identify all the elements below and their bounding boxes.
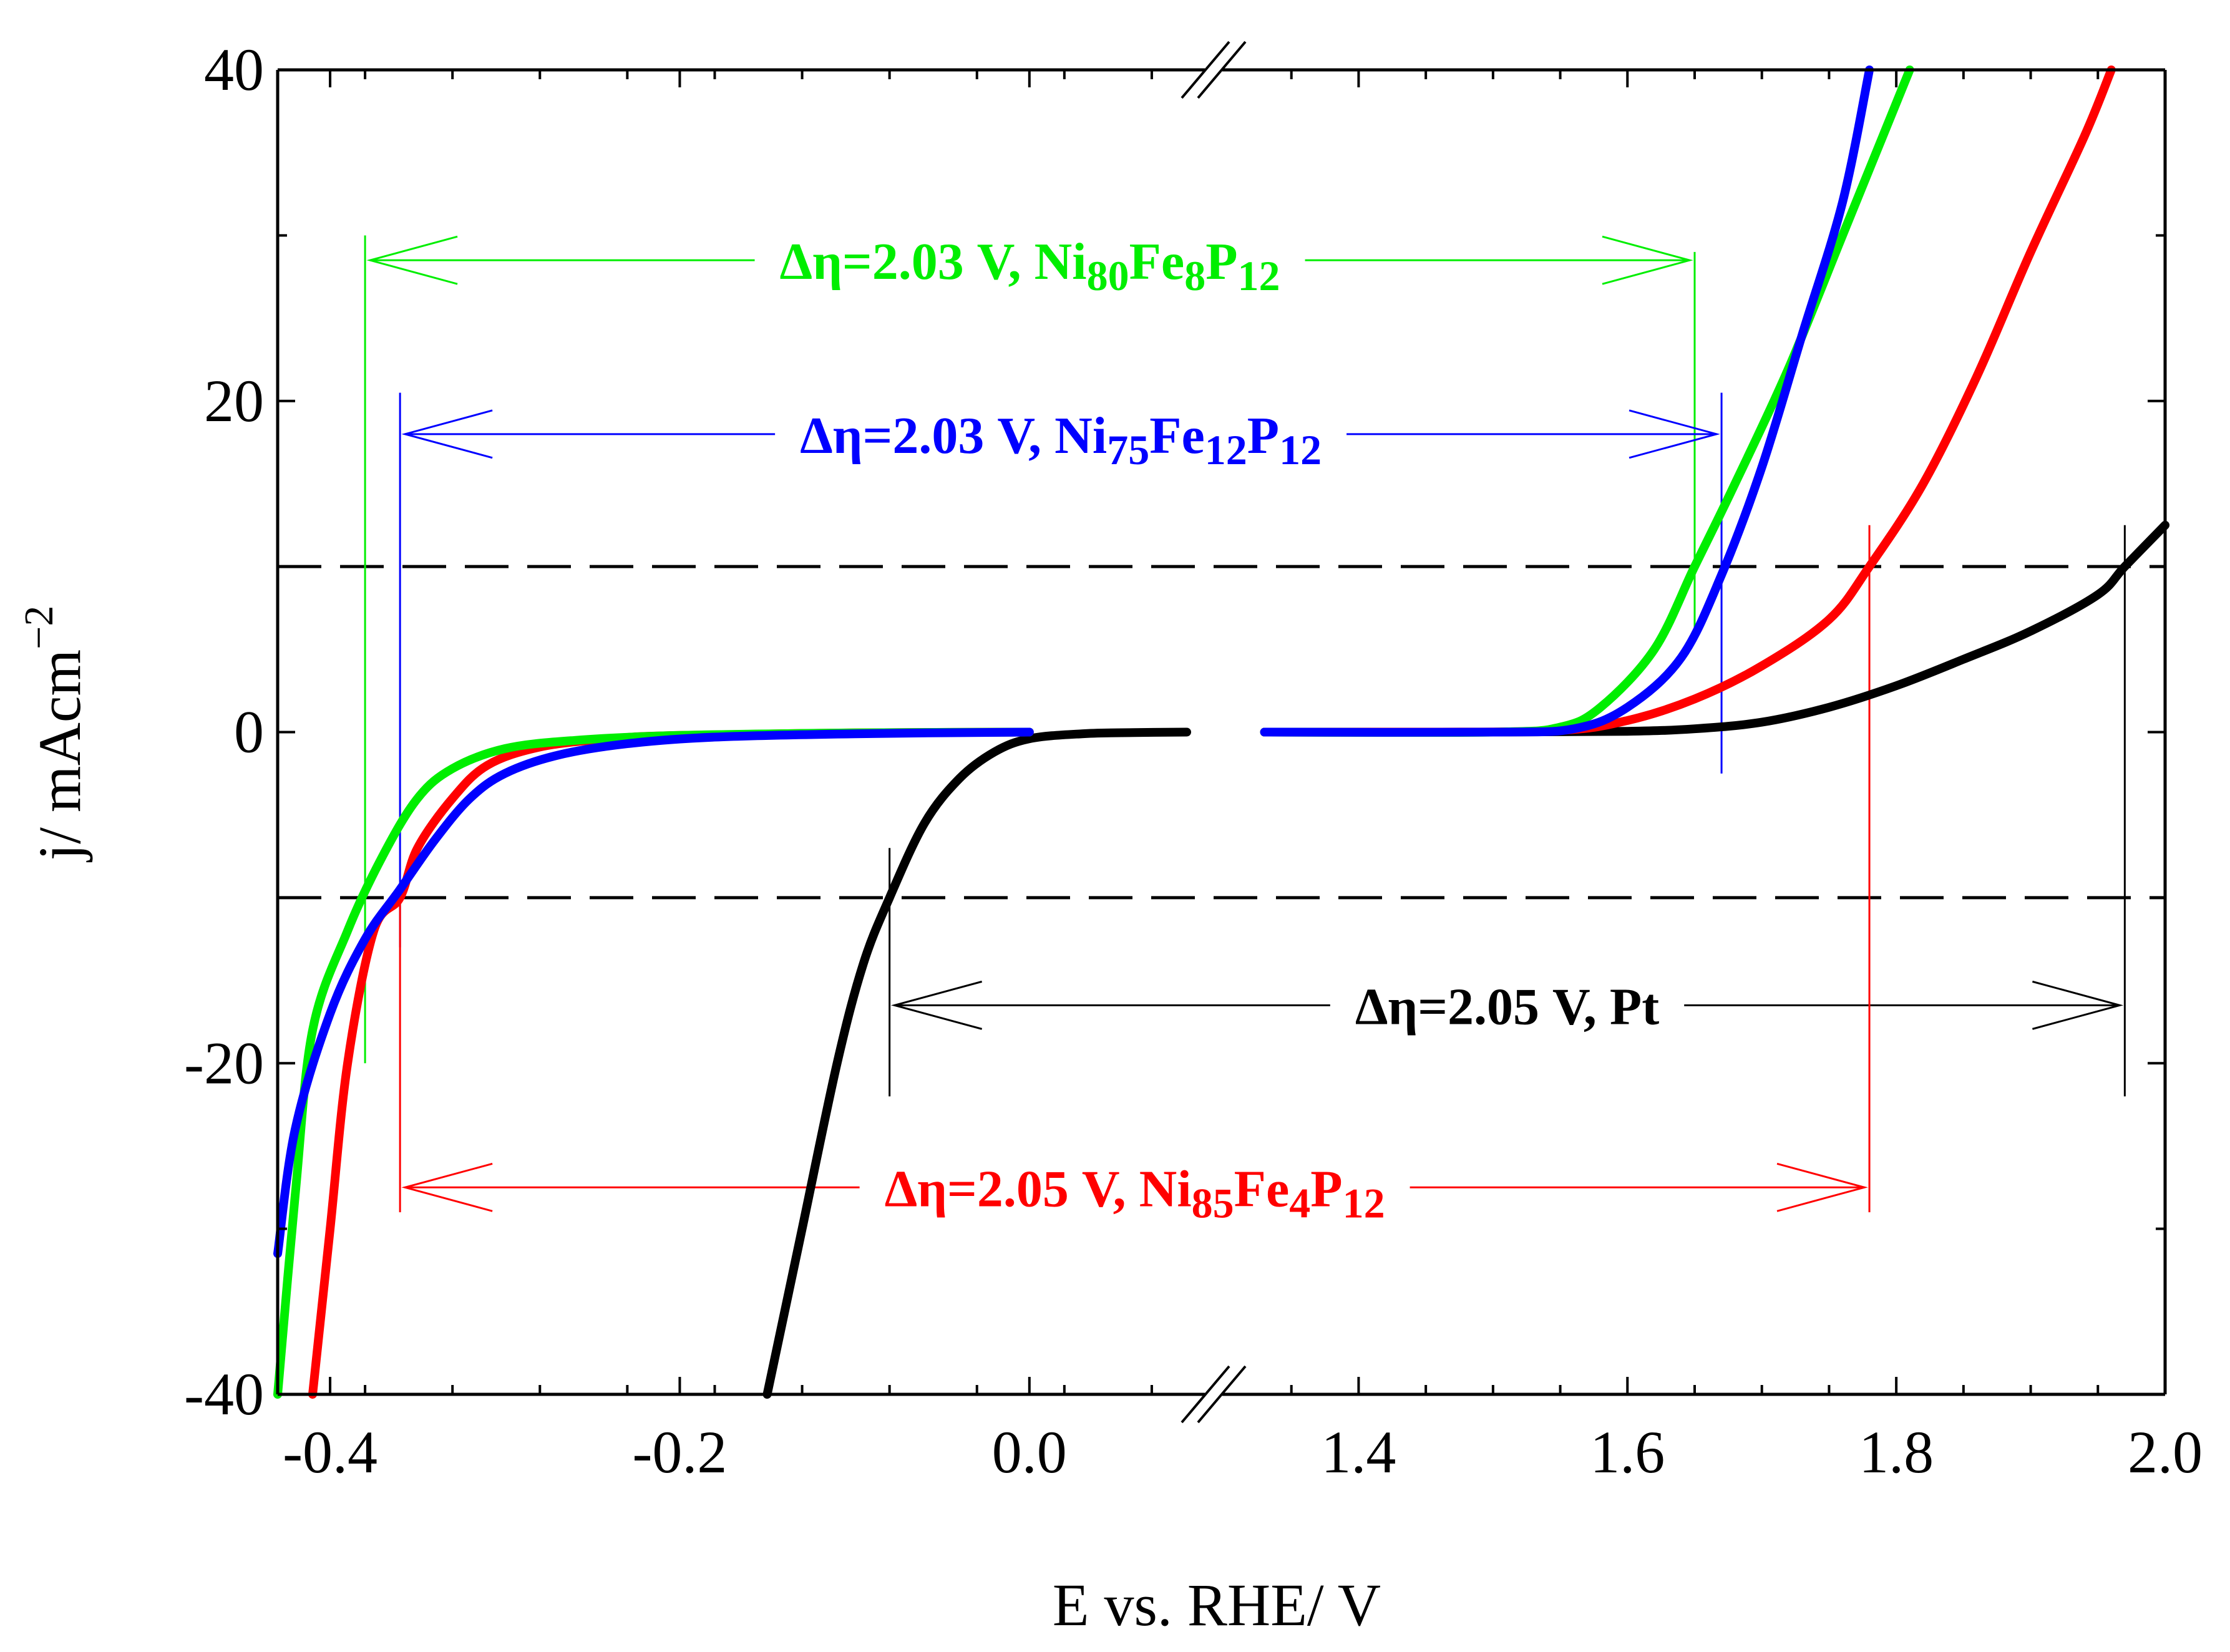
annotation-ni85fe4p12-label: Δη=2.05 V, Ni85Fe4P12 bbox=[885, 1160, 1385, 1227]
annotation-ni80fe8p12-label-part-1: 80 bbox=[1087, 252, 1129, 299]
annotation-ni80fe8p12-arrow-right-head bbox=[1602, 235, 1693, 285]
y-tick-label--40: -40 bbox=[184, 1361, 264, 1427]
series-ni85fe4p12-oer-curve bbox=[1260, 66, 2116, 737]
annotation-pt-arrow-right-head bbox=[2032, 980, 2124, 1030]
series-pt-oer-curve bbox=[1260, 520, 2169, 737]
annotation-ni75fe12p12-label-part-1: 75 bbox=[1107, 426, 1149, 474]
y-axis-title: j/ mAcm−2 bbox=[16, 606, 93, 863]
series-ni75fe12p12-her-curve bbox=[273, 727, 1034, 1258]
y-tick-label-0: 0 bbox=[234, 699, 264, 765]
annotation-ni80fe8p12-label-main: Δη=2.03 V, Ni bbox=[780, 233, 1087, 291]
y-tick-label-40: 40 bbox=[204, 36, 264, 103]
top-axis-break-mark-1 bbox=[1181, 41, 1230, 99]
annotation-ni75fe12p12-label-part-3: 12 bbox=[1205, 426, 1247, 474]
annotation-ni80fe8p12-label-part-4: P bbox=[1205, 233, 1237, 291]
label-layer: -40 -20 0 20 40 -0.4 -0.2 0.0 1.4 1.6 1.8 2.0 bbox=[184, 36, 2203, 1485]
annotation-ni75fe12p12-label-main: Δη=2.03 V, Ni bbox=[800, 407, 1107, 465]
annotation-ni85fe4p12-label-main: Δη=2.05 V, Ni bbox=[885, 1160, 1192, 1218]
annotation-ni85fe4p12-label-part-1: 85 bbox=[1192, 1179, 1234, 1227]
y-axis-title-text: j/ mAcm bbox=[26, 649, 93, 863]
top-axis-break-mark-2 bbox=[1197, 41, 1247, 99]
annotation-ni85fe4p12-arrow-left-head bbox=[401, 1162, 493, 1212]
x-tick-label-0: 0.0 bbox=[992, 1419, 1067, 1485]
annotation-ni75fe12p12-arrow-left-head bbox=[401, 409, 493, 459]
annotation-ni75fe12p12-label: Δη=2.03 V, Ni75Fe12P12 bbox=[800, 407, 1322, 474]
annotation-ni80fe8p12-label-part-3: 8 bbox=[1184, 252, 1205, 299]
annotation-ni80fe8p12-label: Δη=2.03 V, Ni80Fe8P12 bbox=[780, 233, 1280, 299]
x-tick-label-1-6: 1.6 bbox=[1590, 1419, 1665, 1485]
annotation-ni75fe12p12-label-part-4: P bbox=[1247, 407, 1279, 465]
annotation-ni85fe4p12-label-part-2: Fe bbox=[1234, 1160, 1290, 1218]
x-tick-label-1-4: 1.4 bbox=[1321, 1419, 1396, 1485]
y-tick-label--20: -20 bbox=[184, 1029, 264, 1096]
axes-layer bbox=[276, 41, 2167, 1424]
annotation-pt-label-main: Δη=2.05 V, Pt bbox=[1355, 978, 1659, 1036]
annotation-ni80fe8p12-label-part-2: Fe bbox=[1129, 233, 1185, 291]
annotation-ni75fe12p12-label-part-5: 12 bbox=[1279, 426, 1322, 474]
annotation-ni85fe4p12-label-part-5: 12 bbox=[1343, 1179, 1385, 1227]
series-pt-her-curve bbox=[762, 727, 1191, 1399]
annotation-pt-label: Δη=2.05 V, Pt bbox=[1355, 978, 1659, 1036]
annotation-pt-arrow-left-head bbox=[890, 980, 983, 1030]
series-ni75fe12p12-oer-curve bbox=[1260, 66, 1874, 737]
x-tick-label-2: 2.0 bbox=[2128, 1419, 2203, 1485]
x-tick-label-1-8: 1.8 bbox=[1859, 1419, 1934, 1485]
annotation-ni75fe12p12-arrow-right-head bbox=[1629, 409, 1720, 459]
annotation-ni80fe8p12-label-part-5: 12 bbox=[1238, 252, 1280, 299]
reference-lines bbox=[278, 565, 2165, 900]
annotation-ni85fe4p12-arrow-right-head bbox=[1776, 1162, 1868, 1212]
x-axis-title: E vs. RHE/ V bbox=[1053, 1572, 1381, 1638]
annotation-ni75fe12p12-label-part-2: Fe bbox=[1149, 407, 1205, 465]
annotation-ni85fe4p12-label-part-4: P bbox=[1310, 1160, 1342, 1218]
x-tick-label--0-4: -0.4 bbox=[283, 1419, 377, 1485]
series-layer bbox=[273, 66, 2169, 1399]
bottom-axis-break-mark-2 bbox=[1197, 1365, 1247, 1424]
y-tick-label-20: 20 bbox=[204, 367, 264, 434]
annotation-ni80fe8p12-arrow-left-head bbox=[366, 235, 458, 285]
annotation-ni85fe4p12-label-part-3: 4 bbox=[1289, 1179, 1310, 1227]
x-tick-label--0-2: -0.2 bbox=[632, 1419, 727, 1485]
bottom-axis-break-mark-1 bbox=[1181, 1365, 1230, 1424]
y-axis-title-superscript: −2 bbox=[16, 606, 62, 649]
